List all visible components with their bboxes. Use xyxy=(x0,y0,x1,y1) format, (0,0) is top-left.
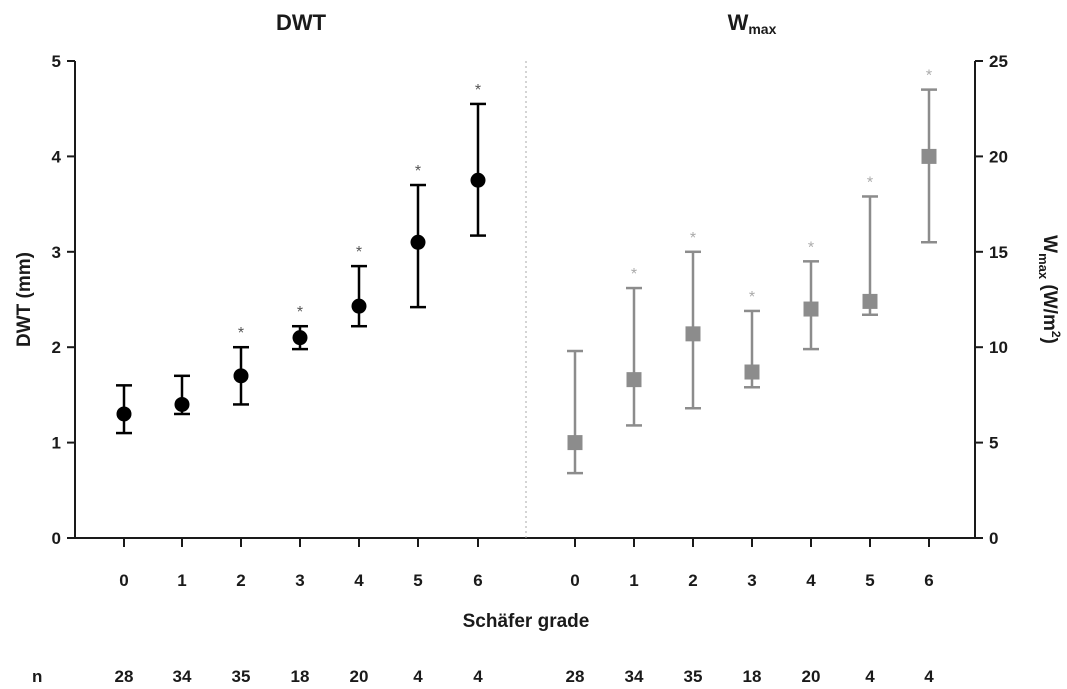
data-point xyxy=(626,372,642,388)
significance-star: * xyxy=(356,244,362,261)
n-value: 28 xyxy=(115,667,134,686)
y-tick-label: 25 xyxy=(989,52,1008,71)
y-axis-label-right: Wmax (W/m2) xyxy=(1036,235,1063,344)
error-bar xyxy=(626,286,642,427)
error-bar xyxy=(921,88,937,244)
significance-star: * xyxy=(926,68,932,85)
n-value: 18 xyxy=(743,667,762,686)
significance-star: * xyxy=(238,325,244,342)
y-label-superscript: 2 xyxy=(1049,331,1063,338)
panel-title: Wmax xyxy=(728,10,777,37)
significance-star: * xyxy=(297,304,303,321)
data-point xyxy=(744,364,760,380)
y-label-end: ) xyxy=(1039,338,1060,344)
data-point xyxy=(921,148,937,164)
significance-star: * xyxy=(631,266,637,283)
x-tick-label: 5 xyxy=(865,571,874,590)
x-tick-label: 3 xyxy=(295,571,304,590)
y-tick-label: 20 xyxy=(989,147,1008,166)
x-tick-label: 2 xyxy=(236,571,245,590)
data-point xyxy=(567,435,583,451)
y-tick-label: 2 xyxy=(52,338,61,357)
y-tick-label: 5 xyxy=(52,52,61,71)
panel-title-subscript: max xyxy=(748,21,776,37)
n-row-label: n xyxy=(32,667,42,686)
x-tick-label: 1 xyxy=(629,571,638,590)
significance-star: * xyxy=(690,230,696,247)
n-value: 34 xyxy=(625,667,644,686)
x-tick-label: 5 xyxy=(413,571,422,590)
panel-title: DWT xyxy=(276,10,327,35)
x-tick-label: 0 xyxy=(119,571,128,590)
y-tick-label: 1 xyxy=(52,434,61,453)
y-label-unit: (W/m xyxy=(1039,279,1060,331)
significance-star: * xyxy=(749,289,755,306)
n-value: 35 xyxy=(684,667,703,686)
x-tick-label: 6 xyxy=(473,571,482,590)
n-value: 20 xyxy=(802,667,821,686)
n-value: 4 xyxy=(473,667,483,686)
y-tick-label: 4 xyxy=(52,147,62,166)
x-tick-label: 4 xyxy=(354,571,364,590)
n-value: 4 xyxy=(413,667,423,686)
y-tick-label: 5 xyxy=(989,434,998,453)
data-point xyxy=(803,301,819,317)
error-bar xyxy=(351,264,367,328)
data-point xyxy=(233,368,249,384)
error-bar xyxy=(567,349,583,475)
x-tick-label: 2 xyxy=(688,571,697,590)
n-value: 34 xyxy=(173,667,192,686)
significance-star: * xyxy=(415,163,421,180)
y-label-subscript: max xyxy=(1036,253,1051,280)
panel-title-main: DWT xyxy=(276,10,327,35)
n-value: 4 xyxy=(924,667,934,686)
x-tick-label: 1 xyxy=(177,571,186,590)
error-bar xyxy=(470,102,486,237)
significance-star: * xyxy=(867,174,873,191)
data-point xyxy=(410,234,426,250)
significance-star: * xyxy=(475,82,481,99)
significance-star: * xyxy=(808,239,814,256)
x-tick-label: 0 xyxy=(570,571,579,590)
y-label-main: W xyxy=(1039,235,1060,253)
x-axis-label: Schäfer grade xyxy=(463,611,590,632)
data-point xyxy=(685,326,701,342)
data-point xyxy=(470,172,486,188)
x-tick-label: 3 xyxy=(747,571,756,590)
data-point xyxy=(174,396,190,412)
n-value: 35 xyxy=(232,667,251,686)
y-tick-label: 0 xyxy=(989,529,998,548)
panel-title-main: W xyxy=(728,10,749,35)
y-tick-label: 0 xyxy=(52,529,61,548)
data-point xyxy=(292,330,308,346)
n-value: 20 xyxy=(350,667,369,686)
n-value: 4 xyxy=(865,667,875,686)
y-tick-label: 3 xyxy=(52,243,61,262)
n-value: 18 xyxy=(291,667,310,686)
y-tick-label: 10 xyxy=(989,338,1008,357)
data-point xyxy=(116,406,132,422)
wmax-panel: 05101520250281*342*353*184*205*46*4WmaxW… xyxy=(523,10,1063,686)
x-tick-label: 6 xyxy=(924,571,933,590)
n-value: 28 xyxy=(566,667,585,686)
data-point xyxy=(862,293,878,309)
y-tick-label: 15 xyxy=(989,243,1008,262)
x-tick-label: 4 xyxy=(806,571,816,590)
y-axis-label-left: DWT (mm) xyxy=(14,252,35,347)
data-point xyxy=(351,298,367,314)
